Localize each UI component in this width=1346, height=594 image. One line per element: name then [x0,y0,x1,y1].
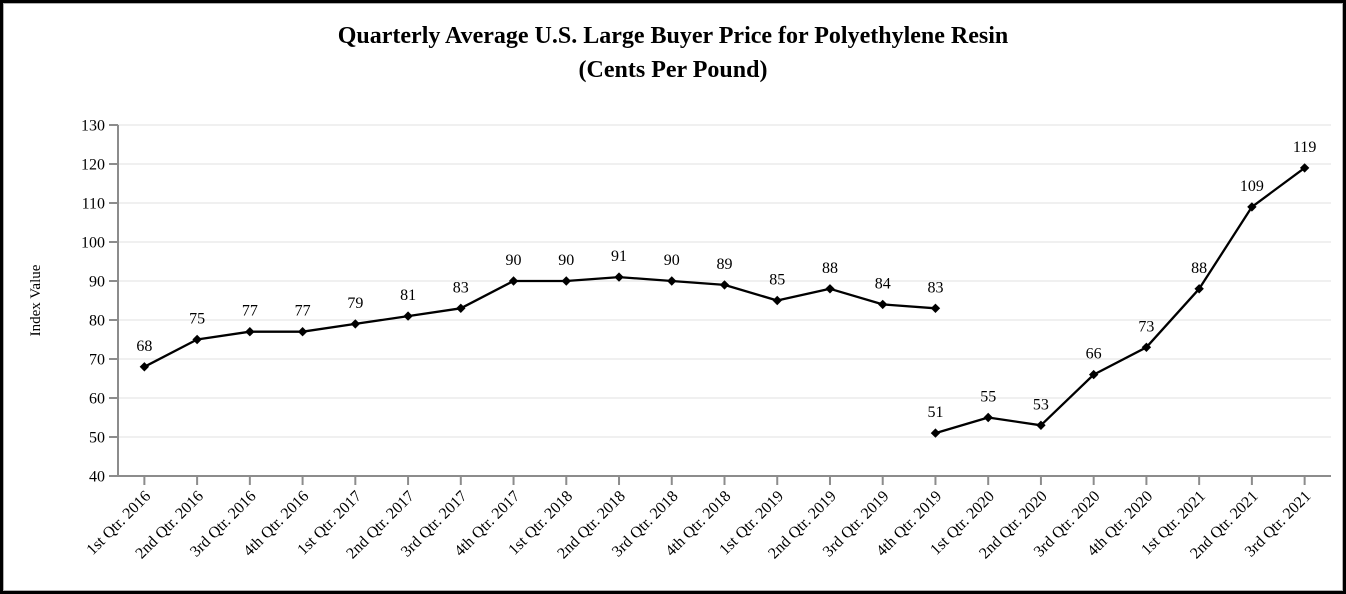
data-point-marker [772,295,782,306]
y-tick-label: 90 [89,274,105,291]
y-tick-label: 120 [81,157,105,174]
data-point-marker [456,303,466,313]
data-label: 77 [242,303,258,320]
y-tick-label: 50 [89,430,105,447]
data-label: 68 [136,338,152,355]
data-label: 88 [822,260,838,277]
data-point-marker [1036,420,1046,430]
data-point-marker [1141,342,1152,352]
data-label: 90 [506,252,522,269]
data-label: 77 [295,303,311,320]
data-point-marker [667,276,677,286]
data-point-marker [1194,284,1204,294]
data-point-marker [930,303,941,313]
data-point-marker [245,327,255,337]
data-point-marker [614,272,624,282]
y-tick-label: 130 [81,118,105,135]
data-label: 85 [769,272,785,289]
data-label: 84 [875,275,891,292]
y-tick-label: 110 [82,196,105,213]
chart-title: Quarterly Average U.S. Large Buyer Price… [3,19,1343,87]
data-label: 89 [717,256,733,273]
data-label: 88 [1191,260,1207,277]
data-label: 109 [1240,178,1264,195]
data-label: 53 [1033,396,1049,413]
data-point-marker [139,362,150,372]
data-label: 83 [927,279,943,296]
data-point-marker [930,428,941,438]
chart-title-line2: (Cents Per Pound) [578,57,768,83]
data-point-marker [825,284,835,294]
data-label: 66 [1086,346,1102,363]
data-label: 83 [453,279,469,296]
data-label: 90 [664,252,680,269]
data-label: 75 [189,311,205,328]
y-axis-title: Index Value [28,264,44,336]
data-label: 81 [400,287,416,304]
y-tick-label: 70 [89,352,105,369]
data-point-marker [350,319,361,329]
data-point-marker [403,311,413,321]
data-point-marker [1247,202,1257,212]
series-line-2 [934,166,1306,435]
chart-title-line1: Quarterly Average U.S. Large Buyer Price… [337,23,1009,49]
data-point-marker [297,327,308,337]
data-point-marker [719,280,730,290]
data-point-marker [983,412,993,423]
y-tick-label: 40 [89,469,105,486]
data-label: 51 [927,404,943,421]
data-label: 91 [611,248,627,265]
data-point-marker [878,299,888,310]
data-label: 73 [1138,318,1154,335]
data-point-marker [508,276,519,286]
data-point-marker [192,334,202,345]
data-point-marker [1088,369,1099,380]
data-point-marker [1299,163,1310,173]
data-label: 55 [980,389,996,406]
y-tick-label: 100 [81,235,105,252]
y-tick-label: 60 [89,391,105,408]
data-point-marker [561,276,571,286]
data-label: 79 [347,295,363,312]
series-line-1 [143,275,937,368]
data-label: 90 [558,252,574,269]
y-tick-label: 80 [89,313,105,330]
data-label: 119 [1293,139,1316,156]
